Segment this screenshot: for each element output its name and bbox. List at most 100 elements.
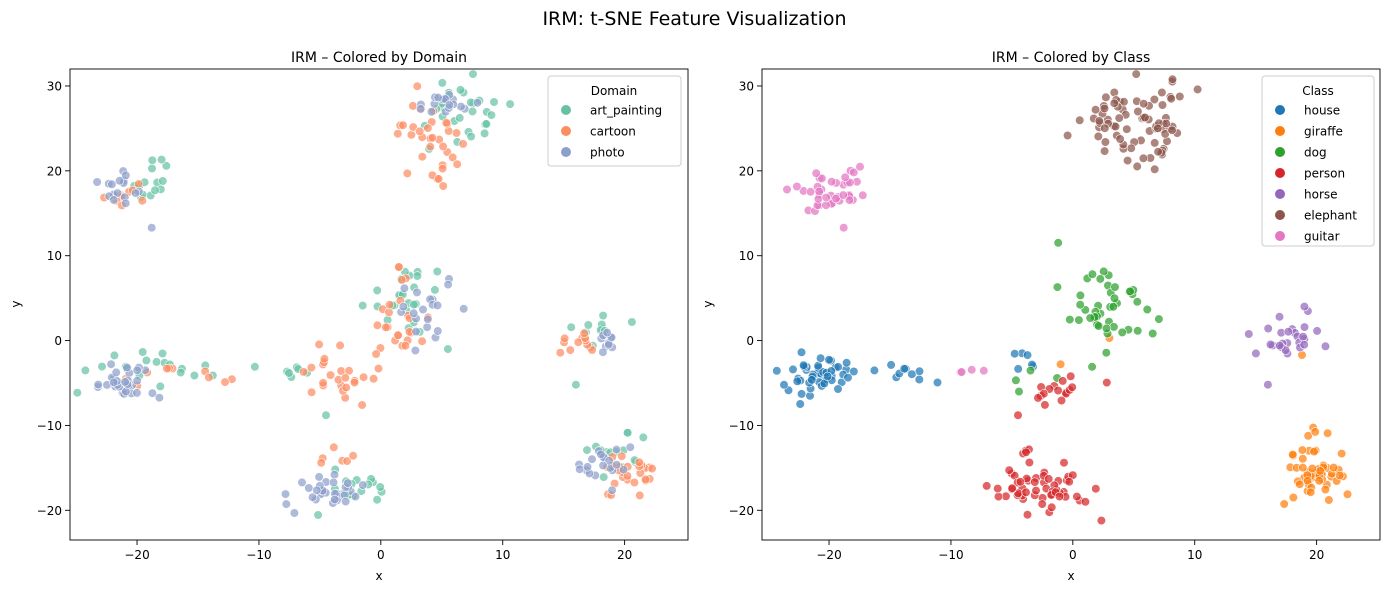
point-cartoon: [565, 345, 575, 355]
point-cartoon: [451, 128, 462, 138]
point-cartoon: [448, 152, 458, 162]
point-person: [1031, 486, 1041, 496]
point-person: [1096, 515, 1106, 526]
point-photo: [398, 302, 409, 312]
point-photo: [399, 283, 410, 293]
point-elephant: [1109, 98, 1119, 108]
point-person: [1013, 410, 1023, 420]
point-giraffe: [1288, 450, 1298, 460]
point-guitar: [979, 366, 989, 376]
point-giraffe: [1298, 463, 1308, 473]
point-photo: [343, 478, 353, 488]
point-person: [1024, 457, 1034, 468]
point-photo: [625, 442, 635, 452]
legend-label-house: house: [1304, 104, 1340, 118]
point-horse: [1320, 341, 1331, 351]
point-elephant: [1192, 84, 1203, 94]
point-dog: [1087, 362, 1097, 372]
point-giraffe: [1329, 463, 1339, 473]
point-photo: [409, 308, 419, 318]
point-horse: [1263, 323, 1273, 334]
point-art-painting: [443, 344, 453, 354]
y-tick-label: 10: [739, 249, 754, 263]
points-layer: [72, 69, 657, 520]
point-house: [1022, 350, 1033, 360]
point-giraffe: [1335, 470, 1345, 481]
point-art-painting: [437, 78, 447, 88]
x-tick-label: 10: [1187, 548, 1202, 562]
point-horse: [1283, 327, 1293, 337]
point-cartoon: [341, 382, 351, 393]
point-dog: [1065, 315, 1075, 325]
point-art-painting: [97, 362, 107, 372]
point-elephant: [1150, 164, 1160, 174]
point-house: [796, 389, 807, 399]
x-tick-label: −20: [124, 548, 149, 562]
point-giraffe: [1314, 476, 1324, 486]
point-cartoon: [617, 451, 627, 461]
point-art-painting: [412, 271, 423, 281]
point-house: [796, 347, 807, 357]
point-elephant: [1167, 125, 1177, 135]
point-house: [907, 369, 917, 379]
legend-label-dog: dog: [1304, 146, 1327, 160]
point-photo: [297, 477, 307, 488]
point-giraffe: [1310, 427, 1320, 437]
point-photo: [618, 465, 629, 475]
point-cartoon: [204, 372, 214, 383]
point-dog: [1109, 322, 1119, 332]
point-person: [1067, 382, 1077, 392]
point-guitar: [826, 177, 837, 187]
legend-marker-horse: [1275, 189, 1285, 199]
point-cartoon: [634, 457, 644, 467]
point-dog: [1093, 321, 1104, 331]
point-elephant: [1100, 123, 1110, 133]
point-art-painting: [141, 355, 151, 366]
point-elephant: [1131, 69, 1141, 79]
point-cartoon: [579, 328, 589, 338]
point-photo: [330, 495, 340, 505]
point-house: [813, 361, 823, 371]
point-person: [1022, 510, 1033, 520]
point-person: [1021, 487, 1031, 497]
point-giraffe: [1295, 479, 1305, 489]
point-cartoon: [393, 330, 403, 340]
point-cartoon: [381, 322, 391, 332]
legend-marker-art-painting: [561, 105, 571, 115]
point-photo: [596, 449, 606, 459]
point-house: [822, 371, 833, 382]
ticks-layer: −20 −10 0 10 20 −20 −10 0 10 20 30: [729, 79, 1325, 562]
point-photo: [433, 92, 443, 103]
legend-label-person: person: [1304, 167, 1345, 181]
point-cartoon: [640, 474, 651, 485]
point-cartoon: [398, 120, 408, 130]
legend-marker-giraffe: [1275, 126, 1285, 136]
point-cartoon: [635, 490, 645, 501]
point-photo: [147, 388, 157, 398]
point-art-painting: [623, 428, 633, 438]
point-cartoon: [371, 349, 381, 359]
point-photo: [575, 464, 585, 474]
point-photo: [444, 100, 454, 110]
point-person: [1047, 502, 1057, 512]
x-tick-label: 20: [617, 548, 632, 562]
point-cartoon: [373, 364, 384, 374]
point-house: [932, 377, 943, 388]
point-art-painting: [157, 155, 167, 165]
point-cartoon: [359, 372, 369, 382]
point-photo: [604, 456, 614, 466]
point-giraffe: [1309, 447, 1319, 457]
point-dog: [1101, 348, 1111, 358]
point-elephant: [1094, 116, 1104, 126]
point-art-painting: [566, 322, 576, 332]
point-person: [1059, 458, 1069, 468]
chart-domain-panel: IRM – Colored by Domain −20 −10 0 10 20 −20 −1…: [9, 50, 689, 583]
legend-label-photo: photo: [590, 146, 625, 160]
legend-marker-person: [1275, 168, 1285, 178]
point-art-painting: [582, 445, 592, 455]
point-elephant: [1093, 131, 1103, 141]
point-person: [1102, 378, 1112, 388]
point-cartoon: [397, 275, 407, 285]
point-guitar: [855, 162, 865, 172]
